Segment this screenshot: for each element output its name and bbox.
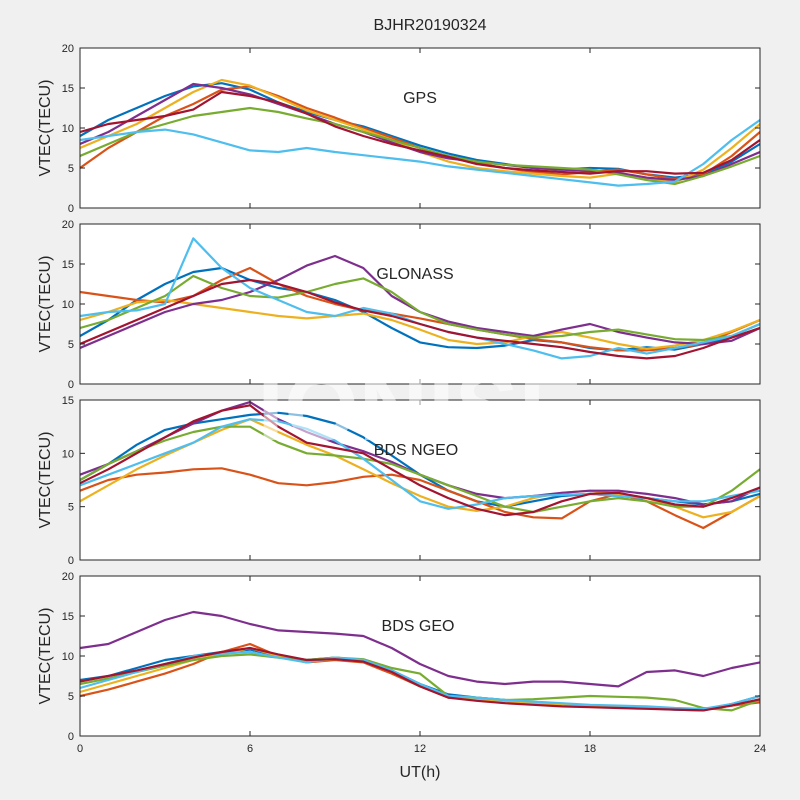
panel-annotation: BDS GEO [382, 618, 455, 635]
y-axis-label: VTEC(TECU) [37, 432, 54, 529]
series-line [80, 274, 760, 342]
y-tick-label: 10 [62, 651, 74, 663]
y-tick-label: 15 [62, 611, 74, 623]
y-tick-label: 15 [62, 395, 74, 407]
y-tick-label: 0 [68, 379, 74, 391]
plot-area [80, 48, 760, 208]
series-line [80, 653, 760, 712]
x-tick-label: 18 [584, 743, 596, 755]
series-line [80, 610, 760, 688]
figure-title: BJHR20190324 [374, 17, 487, 34]
panel-1: 0 5 10 15 20 VTEC(TECU) GLONASS [37, 219, 761, 391]
y-tick-label: 0 [68, 731, 74, 743]
y-tick-label: 20 [62, 219, 74, 231]
panel-0: 0 5 10 15 20 VTEC(TECU) GPS [37, 43, 761, 215]
y-tick-label: 5 [68, 163, 74, 175]
panels: 0 5 10 15 20 VTEC(TECU) GPS 0 5 10 15 20 VTEC(TECU) G… [37, 43, 766, 755]
y-tick-label: 10 [62, 123, 74, 135]
y-tick-label: 15 [62, 259, 74, 271]
series-line [80, 404, 760, 517]
y-tick-label: 15 [62, 83, 74, 95]
y-tick-label: 0 [68, 203, 74, 215]
y-tick-label: 10 [62, 299, 74, 311]
series-line [80, 425, 760, 514]
series-line [80, 278, 760, 360]
panel-annotation: GPS [403, 90, 437, 107]
series-line [80, 90, 760, 175]
series-line [80, 82, 760, 182]
x-tick-label: 12 [414, 743, 426, 755]
x-tick-label: 0 [77, 743, 83, 755]
y-tick-label: 0 [68, 555, 74, 567]
y-axis-label: VTEC(TECU) [37, 256, 54, 353]
series-group [80, 610, 760, 712]
series-line [80, 646, 760, 712]
series-group [80, 401, 760, 530]
y-tick-label: 10 [62, 448, 74, 460]
y-tick-label: 5 [68, 691, 74, 703]
panel-2: 0 5 10 15 VTEC(TECU) BDS NGEO [37, 395, 761, 567]
panel-annotation: GLONASS [376, 266, 453, 283]
x-tick-label: 6 [247, 743, 253, 755]
panel-annotation: BDS NGEO [374, 442, 458, 459]
y-axis-label: VTEC(TECU) [37, 608, 54, 705]
panel-3: 0 6 12 18 24 0 5 10 15 20 VTEC(TECU) BDS GEO [37, 571, 766, 755]
series-group [80, 78, 760, 187]
y-tick-label: 20 [62, 571, 74, 583]
series-group [80, 237, 760, 360]
y-axis-label: VTEC(TECU) [37, 80, 54, 177]
y-tick-label: 5 [68, 502, 74, 514]
series-line [80, 266, 760, 352]
watermark: IONISE [257, 354, 582, 461]
x-tick-label: 24 [754, 743, 766, 755]
series-line [80, 106, 760, 186]
series-line [80, 118, 760, 187]
y-tick-label: 20 [62, 43, 74, 55]
x-axis-label: UT(h) [400, 764, 441, 781]
y-tick-label: 5 [68, 339, 74, 351]
plot-area [80, 576, 760, 736]
series-line [80, 650, 760, 710]
